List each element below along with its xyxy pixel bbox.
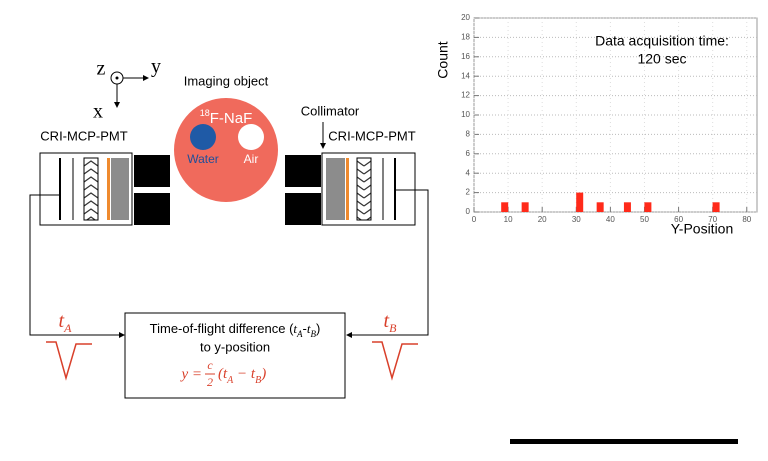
y-tick-label: 4	[466, 168, 471, 177]
text: − t	[233, 366, 256, 382]
text: t	[307, 321, 311, 336]
x-tick-label: 60	[674, 215, 683, 224]
arrow-head	[119, 332, 125, 338]
annotation: 120 sec	[637, 51, 686, 67]
arrow-head	[346, 332, 352, 338]
annotation: Data acquisition time:	[595, 33, 729, 49]
bar	[521, 202, 529, 212]
y-tick-label: 12	[461, 91, 470, 100]
water-insert	[190, 124, 216, 150]
water-label: Water	[187, 152, 219, 166]
air-insert	[238, 124, 264, 150]
y-tick-label: 0	[466, 207, 471, 216]
y-tick-label: 20	[461, 13, 470, 22]
wire	[351, 189, 429, 336]
formula-numerator: c	[207, 358, 213, 372]
microchannel-plate	[356, 157, 372, 221]
air-label: Air	[244, 152, 259, 166]
processor-line: to y-position	[200, 339, 270, 354]
isotope-mass: 18	[200, 108, 210, 118]
processor-line: Time-of-flight difference (tA-tB)	[150, 321, 321, 339]
phantom	[174, 98, 278, 202]
detector-right	[285, 152, 416, 226]
y-tick-label: 2	[466, 188, 471, 197]
arrow-head	[114, 102, 120, 108]
y-tick-label: 16	[461, 52, 470, 61]
collimator-block	[134, 155, 170, 187]
radiator	[107, 158, 110, 220]
bar	[644, 202, 652, 212]
signal-sub: B	[389, 321, 397, 335]
text: )	[260, 366, 266, 382]
axis-label: x	[93, 101, 103, 123]
pulse	[46, 341, 92, 381]
axis-label: y	[151, 56, 161, 78]
arrow-head	[320, 143, 326, 149]
x-tick-label: 30	[572, 215, 581, 224]
text: A	[296, 329, 303, 339]
signal-sub: A	[63, 321, 72, 335]
detector-label: CRI-MCP-PMT	[328, 128, 415, 143]
detector-label: CRI-MCP-PMT	[40, 128, 127, 143]
collimator-block	[285, 193, 321, 225]
text: B	[311, 329, 317, 339]
x-tick-label: 40	[606, 215, 615, 224]
axis-dot	[115, 76, 119, 80]
y-axis-label: Count	[435, 41, 451, 78]
tracer: F-NaF	[210, 110, 253, 127]
y-tick-label: 8	[466, 130, 471, 139]
y-tick-label: 10	[461, 110, 470, 119]
signal-t: t	[59, 310, 65, 332]
formula-rhs: (tA − tB)	[218, 366, 266, 385]
x-tick-label: 50	[640, 215, 649, 224]
x-tick-label: 70	[708, 215, 717, 224]
detector-left	[39, 152, 170, 226]
arrow-head	[143, 75, 149, 81]
radiator	[346, 158, 349, 220]
y-tick-label: 6	[466, 149, 471, 158]
bar	[576, 192, 584, 212]
text: Time-of-flight difference (	[150, 321, 294, 336]
pulse	[372, 341, 418, 381]
wire	[29, 194, 120, 336]
signal-label: tA	[59, 310, 73, 335]
y-tick-label: 18	[461, 33, 470, 42]
crystal	[111, 158, 129, 220]
x-axis-label: Y-Position	[671, 221, 734, 237]
text: B	[255, 375, 261, 386]
text: (t	[218, 366, 228, 382]
text: A	[226, 375, 234, 386]
signal-label: tB	[384, 310, 398, 335]
x-tick-label: 10	[504, 215, 513, 224]
tracer-label: 18F-NaF	[200, 108, 253, 127]
y-tick-label: 14	[461, 71, 470, 80]
scale-bar	[510, 439, 738, 444]
histogram: 0 2 4 6 8 10 12 14 16 18 20 0 10 20 30 40 50 60 70 80 Count Y…	[435, 13, 758, 237]
collimator-block	[285, 155, 321, 187]
bar	[501, 202, 509, 212]
signal-t: t	[384, 310, 390, 332]
crystal	[326, 158, 345, 220]
axes-symbol: z y x	[93, 56, 161, 123]
text: t	[293, 321, 297, 336]
x-tick-label: 20	[538, 215, 547, 224]
processor-box	[124, 312, 346, 399]
x-tick-label: 0	[472, 215, 477, 224]
text: -	[303, 321, 307, 336]
bar	[623, 202, 631, 212]
collimator-block	[134, 193, 170, 225]
bar	[712, 202, 720, 212]
axis-label: z	[97, 58, 106, 80]
collimator-label: Collimator	[301, 103, 360, 118]
text: )	[316, 321, 320, 336]
x-tick-label: 80	[742, 215, 751, 224]
object-title: Imaging object	[184, 73, 269, 88]
microchannel-plate	[83, 157, 99, 221]
formula-lhs: y =	[179, 366, 202, 382]
bar	[596, 202, 604, 212]
formula-denominator: 2	[207, 375, 213, 389]
